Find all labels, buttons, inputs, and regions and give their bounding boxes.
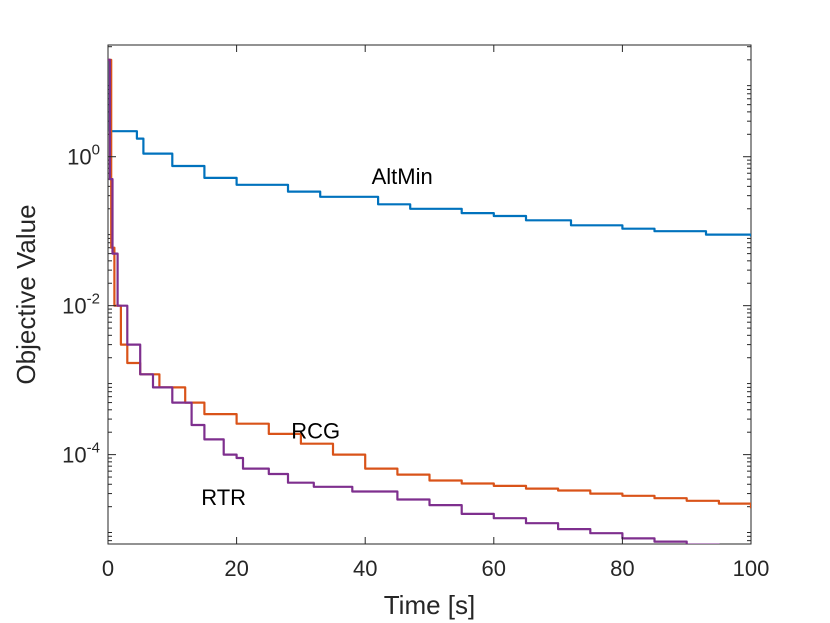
- y-tick-label: 10-4: [62, 440, 100, 468]
- annotation-altmin: AltMin: [372, 164, 433, 189]
- x-tick-label: 40: [353, 556, 377, 581]
- series-line-rcg: [108, 58, 751, 509]
- annotation-rtr: RTR: [201, 485, 246, 510]
- x-tick-label: 60: [482, 556, 506, 581]
- axis-ticks: 0 20 40 60 80 100 100 10-2 10-4: [62, 45, 769, 581]
- series-lines: [108, 58, 751, 544]
- y-tick-label: 10-2: [62, 291, 100, 319]
- x-axis-label: Time [s]: [384, 590, 475, 620]
- annotation-rcg: RCG: [291, 419, 340, 444]
- y-axis-label: Objective Value: [11, 204, 41, 384]
- plot-area-frame: [107, 44, 752, 545]
- x-tick-label: 20: [224, 556, 248, 581]
- x-tick-label: 100: [733, 556, 770, 581]
- x-tick-label: 80: [610, 556, 634, 581]
- y-tick-label: 100: [67, 142, 100, 170]
- series-annotations: AltMin RCG RTR: [201, 164, 433, 510]
- series-line-rtr: [108, 58, 720, 544]
- x-tick-label: 0: [102, 556, 114, 581]
- minor-ticks: [108, 46, 751, 542]
- series-line-altmin: [108, 58, 751, 237]
